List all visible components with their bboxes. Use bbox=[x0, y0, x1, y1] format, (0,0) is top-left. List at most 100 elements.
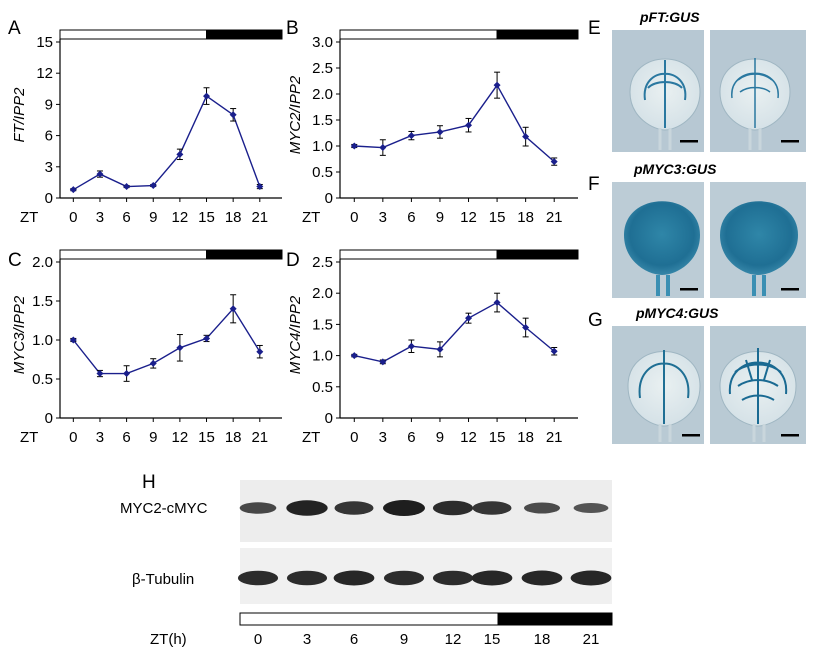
gus-title-f: pMYC3:GUS bbox=[633, 161, 717, 177]
blot-time-point: 12 bbox=[445, 631, 462, 648]
chart-panel-c: 0 0.5 1.0 1.5 2.0 0 3 6 9 12 15 18 21 ZT MYC3/IPP2 bbox=[11, 249, 283, 446]
blot-time-point: 6 bbox=[350, 631, 358, 648]
seedling-leaf bbox=[719, 58, 791, 150]
data-point bbox=[176, 344, 184, 352]
panel-letter-d: D bbox=[286, 250, 300, 271]
data-point bbox=[123, 370, 131, 378]
blot-time-point: 0 bbox=[254, 631, 262, 648]
blot-time-points: 0 3 6 9 12 15 18 21 bbox=[254, 631, 600, 648]
x-axis-prefix: ZT bbox=[20, 429, 38, 446]
gus-divider bbox=[704, 182, 710, 298]
panel-letter-h: H bbox=[142, 472, 156, 493]
x-tick-label: 18 bbox=[225, 429, 242, 446]
y-tick-label: 3.0 bbox=[312, 34, 333, 51]
y-tick-label: 3 bbox=[45, 159, 53, 176]
data-point bbox=[256, 348, 264, 356]
gus-title-g: pMYC4:GUS bbox=[635, 305, 719, 321]
data-point bbox=[436, 345, 444, 353]
x-tick-label: 9 bbox=[436, 209, 444, 226]
blot-band bbox=[334, 501, 374, 515]
x-tick-label: 9 bbox=[149, 429, 157, 446]
data-point bbox=[149, 359, 157, 367]
data-point bbox=[350, 142, 358, 150]
blot-band bbox=[286, 570, 328, 586]
blot-time-point: 3 bbox=[303, 631, 311, 648]
blot-band bbox=[524, 502, 560, 514]
x-tick-label: 21 bbox=[251, 429, 268, 446]
light-dark-bar bbox=[239, 612, 613, 626]
data-point bbox=[407, 342, 415, 350]
data-point bbox=[379, 358, 387, 366]
x-tick-label: 15 bbox=[198, 209, 215, 226]
light-period-bar bbox=[59, 29, 208, 40]
y-axis-label: MYC3/IPP2 bbox=[11, 295, 28, 374]
dark-period-bar bbox=[496, 29, 579, 40]
x-axis-prefix: ZT bbox=[20, 209, 38, 226]
series-line bbox=[72, 95, 261, 191]
x-tick-label: 0 bbox=[69, 429, 77, 446]
data-point bbox=[203, 334, 211, 342]
x-tick-label: 21 bbox=[546, 429, 563, 446]
data-point bbox=[350, 352, 358, 360]
light-period-bar bbox=[339, 29, 498, 40]
y-tick-label: 2.0 bbox=[312, 285, 333, 302]
x-tick-label: 9 bbox=[149, 209, 157, 226]
x-tick-label: 12 bbox=[172, 429, 189, 446]
x-tick-label: 6 bbox=[407, 209, 415, 226]
seedling-leaf bbox=[719, 348, 797, 442]
y-tick-label: 2.0 bbox=[32, 254, 53, 271]
data-point bbox=[493, 81, 501, 89]
blot-band bbox=[472, 501, 512, 515]
data-point bbox=[256, 183, 264, 191]
data-point bbox=[229, 305, 237, 313]
series-line bbox=[354, 301, 555, 363]
gus-panel-e: E pFT:GUS bbox=[588, 9, 806, 152]
y-tick-label: 1.0 bbox=[312, 138, 333, 155]
scale-bar bbox=[682, 434, 700, 437]
blot-time-label: ZT(h) bbox=[150, 631, 187, 648]
x-tick-label: 6 bbox=[122, 209, 130, 226]
x-tick-label: 15 bbox=[489, 429, 506, 446]
data-point bbox=[550, 158, 558, 166]
gus-panel-f: F pMYC3:GUS bbox=[588, 161, 806, 298]
y-tick-label: 0.5 bbox=[312, 379, 333, 396]
x-tick-label: 3 bbox=[96, 429, 104, 446]
y-tick-label: 1.0 bbox=[312, 348, 333, 365]
chart-panel-d: 0 0.5 1.0 1.5 2.0 2.5 0 3 6 9 12 15 18 21 ZT MYC4/IPP2 bbox=[287, 249, 579, 446]
panel-letter-g: G bbox=[588, 310, 603, 331]
chart-panel-b: 0 0.5 1.0 1.5 2.0 2.5 3.0 0 3 6 9 12 15 18 21 ZT MYC2/IP… bbox=[287, 29, 579, 226]
x-tick-label: 6 bbox=[122, 429, 130, 446]
seedling-leaf bbox=[720, 201, 798, 296]
blot-row-label: β-Tubulin bbox=[132, 571, 194, 588]
light-period-bar bbox=[339, 249, 498, 260]
scale-bar bbox=[781, 434, 799, 437]
blot-band bbox=[432, 570, 474, 586]
data-point bbox=[522, 324, 530, 332]
y-tick-label: 12 bbox=[36, 65, 53, 82]
data-point bbox=[176, 150, 184, 158]
blot-band bbox=[432, 500, 474, 516]
seedling-leaf bbox=[627, 350, 701, 442]
y-tick-label: 15 bbox=[36, 34, 53, 51]
blot-band bbox=[383, 500, 425, 516]
gus-title-e: pFT:GUS bbox=[639, 9, 700, 25]
x-tick-label: 15 bbox=[198, 429, 215, 446]
series-line bbox=[354, 83, 555, 163]
y-tick-label: 1.5 bbox=[32, 293, 53, 310]
y-tick-label: 0.5 bbox=[32, 371, 53, 388]
western-blot-panel-h: H MYC2-cMYC β-Tubulin ZT(h) 0 3 6 9 12 15 18 21 bbox=[120, 472, 613, 648]
blot-time-point: 18 bbox=[534, 631, 551, 648]
data-point bbox=[436, 128, 444, 136]
y-tick-label: 0 bbox=[325, 190, 333, 207]
blot-row-label: MYC2-cMYC bbox=[120, 500, 208, 517]
y-tick-label: 9 bbox=[45, 96, 53, 113]
x-tick-label: 18 bbox=[517, 209, 534, 226]
x-tick-label: 18 bbox=[225, 209, 242, 226]
dark-period-bar bbox=[206, 29, 283, 40]
data-point bbox=[522, 133, 530, 141]
panel-letter-b: B bbox=[286, 18, 299, 39]
x-axis-prefix: ZT bbox=[302, 209, 320, 226]
data-point bbox=[123, 183, 131, 191]
y-axis-label: MYC4/IPP2 bbox=[287, 295, 304, 374]
